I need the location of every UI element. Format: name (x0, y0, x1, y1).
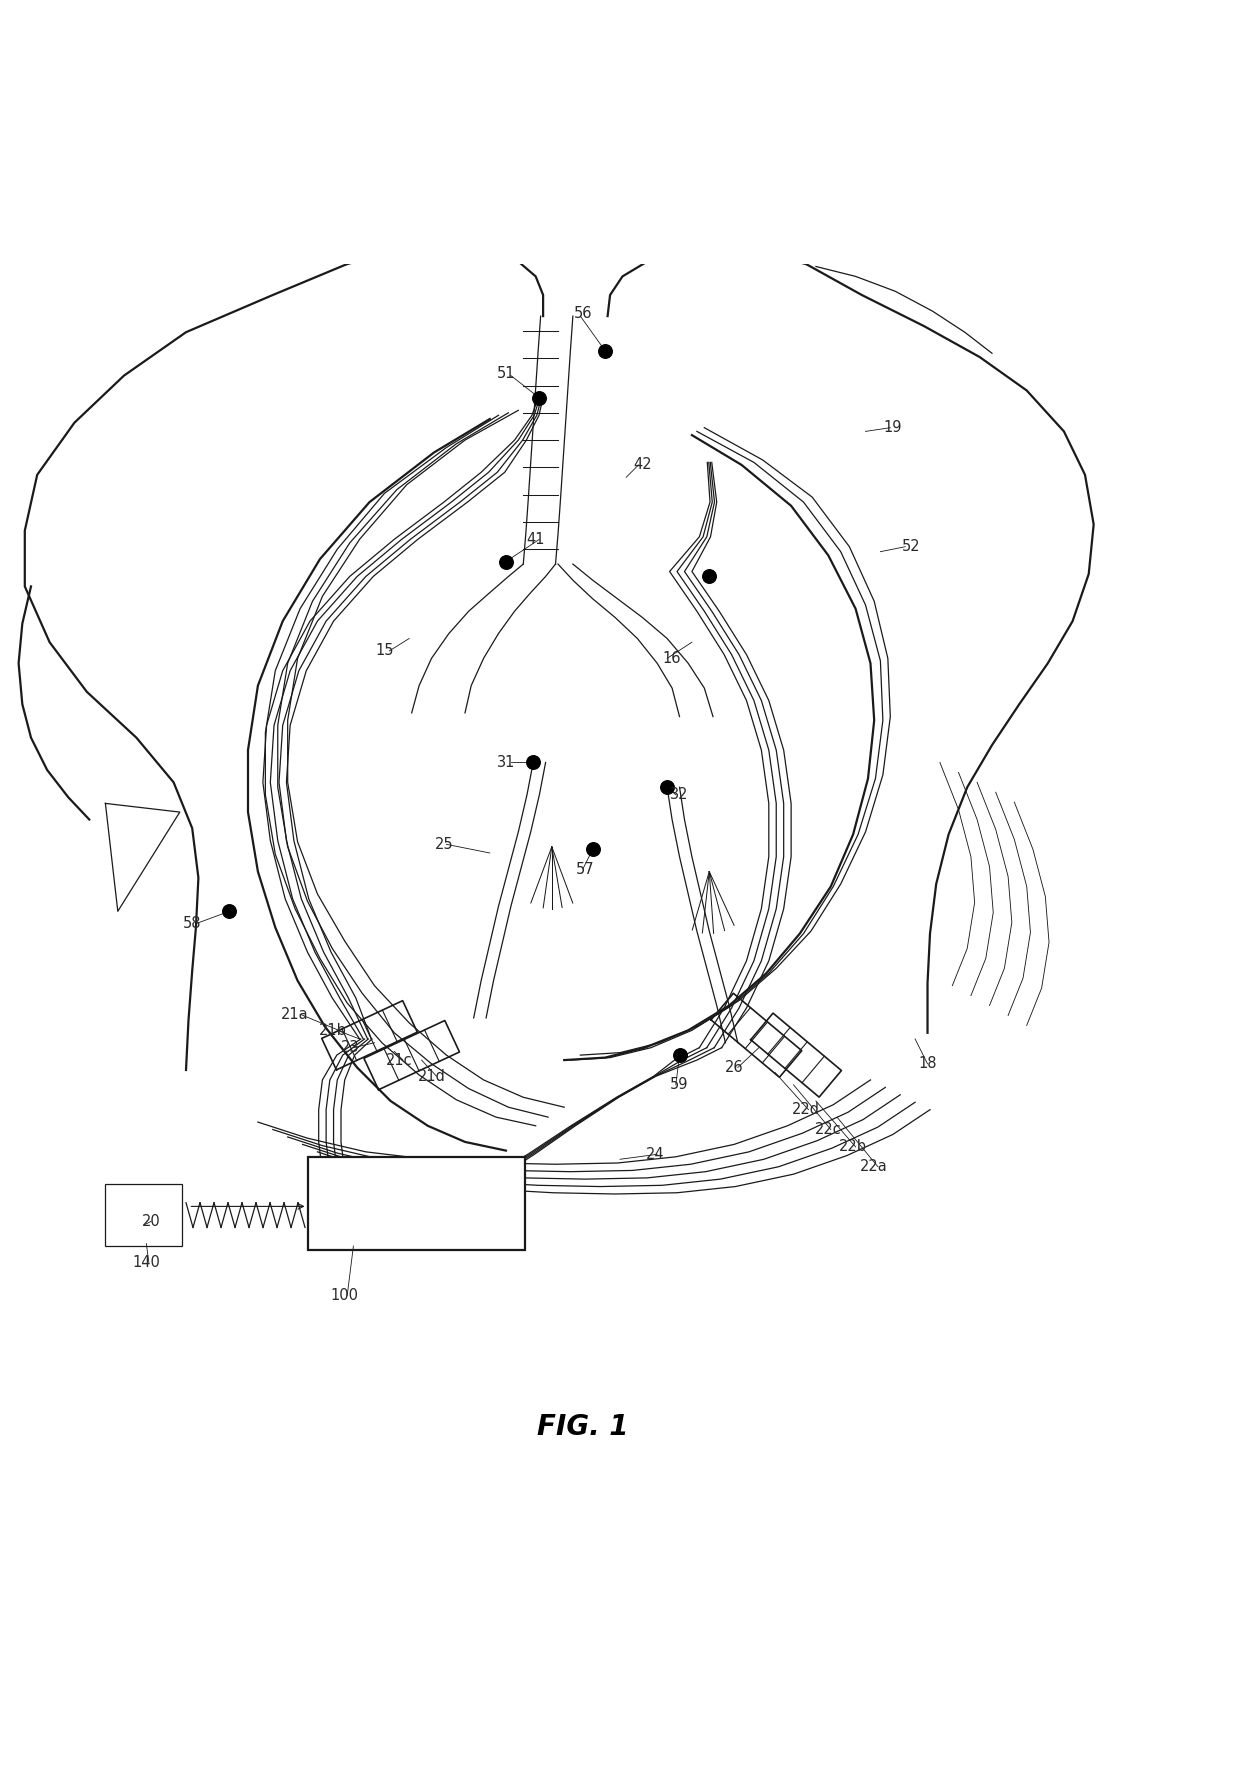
Text: 51: 51 (497, 366, 515, 380)
Point (670, 1041, 689, 1070)
Bar (308, 1156, 525, 1250)
Text: FIG. 1: FIG. 1 (537, 1413, 629, 1441)
Point (219, 896, 239, 925)
Text: 31: 31 (497, 755, 515, 771)
Text: 21d: 21d (418, 1068, 445, 1084)
Text: 32: 32 (671, 787, 688, 803)
Text: 20: 20 (141, 1215, 161, 1229)
Point (496, 548, 516, 576)
Text: 57: 57 (575, 861, 595, 877)
Text: 22d: 22d (792, 1101, 820, 1117)
Point (523, 748, 543, 776)
Text: 21b: 21b (319, 1024, 346, 1038)
Bar (105, 1185, 182, 1246)
Text: 58: 58 (184, 916, 201, 932)
Point (583, 834, 603, 863)
Text: 21c: 21c (386, 1052, 413, 1068)
Text: 15: 15 (376, 644, 393, 658)
Text: 41: 41 (527, 532, 544, 546)
Text: 26: 26 (724, 1061, 744, 1075)
Text: 24: 24 (645, 1147, 665, 1162)
Text: 22b: 22b (839, 1139, 867, 1155)
Point (529, 384, 549, 412)
Text: 56: 56 (574, 306, 591, 322)
Text: 22a: 22a (861, 1160, 888, 1174)
Text: 42: 42 (632, 458, 652, 472)
Text: 52: 52 (901, 539, 921, 553)
Text: 16: 16 (663, 651, 681, 667)
Text: 23: 23 (341, 1040, 358, 1055)
Point (699, 562, 719, 591)
Text: 100: 100 (331, 1289, 358, 1303)
Text: 140: 140 (133, 1255, 160, 1269)
Text: 21a: 21a (281, 1006, 309, 1022)
Text: 59: 59 (671, 1077, 688, 1093)
Point (657, 773, 677, 801)
Text: 22c: 22c (815, 1123, 842, 1137)
Text: 25: 25 (434, 836, 454, 852)
Text: 18: 18 (919, 1055, 936, 1071)
Point (595, 336, 615, 364)
Text: 19: 19 (884, 421, 901, 435)
